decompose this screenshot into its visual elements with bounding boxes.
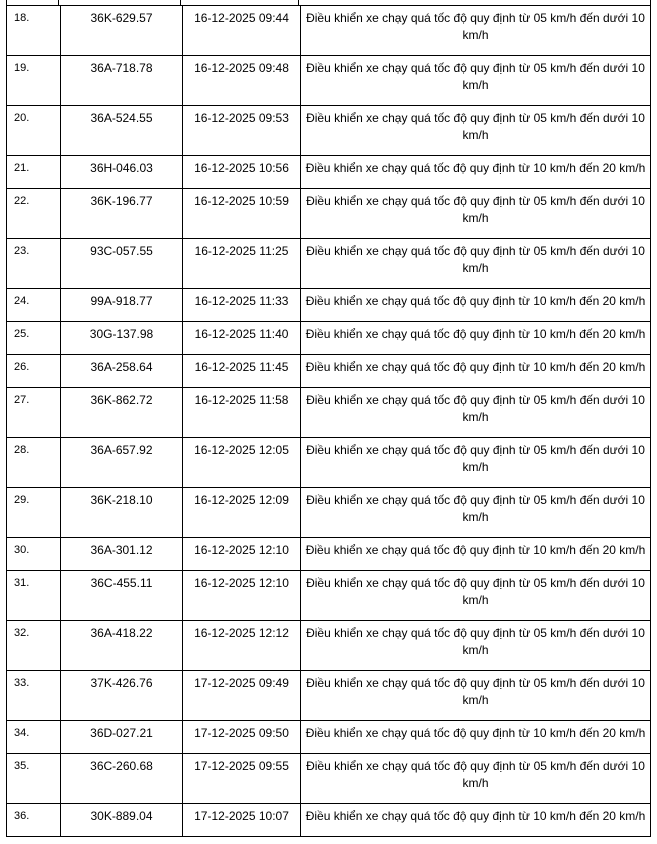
- violation-description: Điều khiển xe chạy quá tốc độ quy định t…: [300, 437, 651, 488]
- table-row: 24. 99A-918.77 16-12-2025 11:33 Điều khiển …: [6, 288, 651, 322]
- violation-time: 16-12-2025 11:33: [182, 288, 301, 322]
- violation-description: Điều khiển xe chạy quá tốc độ quy định t…: [300, 487, 651, 538]
- violation-time: 16-12-2025 11:45: [182, 354, 301, 388]
- license-plate: 37K-426.76: [60, 670, 183, 721]
- violation-description: Điều khiển xe chạy quá tốc độ quy định t…: [300, 387, 651, 438]
- row-number: 21.: [6, 155, 61, 189]
- row-number: 31.: [6, 570, 61, 621]
- previous-row-stub: [6, 0, 651, 6]
- table-row: 33. 37K-426.76 17-12-2025 09:49 Điều khiển …: [6, 670, 651, 721]
- violation-time: 16-12-2025 12:10: [182, 537, 301, 571]
- table-row: 30. 36A-301.12 16-12-2025 12:10 Điều khiển …: [6, 537, 651, 571]
- violation-time: 16-12-2025 12:10: [182, 570, 301, 621]
- row-number: 26.: [6, 354, 61, 388]
- table-row: 19. 36A-718.78 16-12-2025 09:48 Điều khiển …: [6, 55, 651, 106]
- row-number: 34.: [6, 720, 61, 754]
- violation-time: 16-12-2025 11:25: [182, 238, 301, 289]
- row-number: 22.: [6, 188, 61, 239]
- table-row: 28. 36A-657.92 16-12-2025 12:05 Điều khiển …: [6, 437, 651, 488]
- violation-time: 17-12-2025 09:49: [182, 670, 301, 721]
- row-number: 27.: [6, 387, 61, 438]
- row-number: 18.: [6, 5, 61, 56]
- license-plate: 36H-046.03: [60, 155, 183, 189]
- row-number: 36.: [6, 803, 61, 837]
- license-plate: 36K-218.10: [60, 487, 183, 538]
- row-number: 19.: [6, 55, 61, 106]
- violation-description: Điều khiển xe chạy quá tốc độ quy định t…: [300, 354, 651, 388]
- license-plate: 36C-455.11: [60, 570, 183, 621]
- license-plate: 36A-301.12: [60, 537, 183, 571]
- violations-table-body: 18. 36K-629.57 16-12-2025 09:44 Điều khiển …: [6, 5, 651, 837]
- violation-description: Điều khiển xe chạy quá tốc độ quy định t…: [300, 570, 651, 621]
- violation-description: Điều khiển xe chạy quá tốc độ quy định t…: [300, 803, 651, 837]
- row-number: 29.: [6, 487, 61, 538]
- table-row: 29. 36K-218.10 16-12-2025 12:09 Điều khiển …: [6, 487, 651, 538]
- table-row: 34. 36D-027.21 17-12-2025 09:50 Điều khiển …: [6, 720, 651, 754]
- row-number: 33.: [6, 670, 61, 721]
- row-number: 30.: [6, 537, 61, 571]
- license-plate: 36K-862.72: [60, 387, 183, 438]
- row-number: 35.: [6, 753, 61, 804]
- violation-description: Điều khiển xe chạy quá tốc độ quy định t…: [300, 238, 651, 289]
- row-number: 23.: [6, 238, 61, 289]
- table-row: 31. 36C-455.11 16-12-2025 12:10 Điều khiển …: [6, 570, 651, 621]
- table-row: 32. 36A-418.22 16-12-2025 12:12 Điều khiển …: [6, 620, 651, 671]
- violation-description: Điều khiển xe chạy quá tốc độ quy định t…: [300, 155, 651, 189]
- license-plate: 36A-258.64: [60, 354, 183, 388]
- row-number: 28.: [6, 437, 61, 488]
- violation-time: 17-12-2025 09:55: [182, 753, 301, 804]
- violation-description: Điều khiển xe chạy quá tốc độ quy định t…: [300, 105, 651, 156]
- violation-time: 17-12-2025 09:50: [182, 720, 301, 754]
- violation-description: Điều khiển xe chạy quá tốc độ quy định t…: [300, 720, 651, 754]
- row-number: 32.: [6, 620, 61, 671]
- table-row: 20. 36A-524.55 16-12-2025 09:53 Điều khiển …: [6, 105, 651, 156]
- violation-time: 16-12-2025 09:48: [182, 55, 301, 106]
- license-plate: 36C-260.68: [60, 753, 183, 804]
- table-row: 23. 93C-057.55 16-12-2025 11:25 Điều khiển …: [6, 238, 651, 289]
- violation-description: Điều khiển xe chạy quá tốc độ quy định t…: [300, 620, 651, 671]
- violation-description: Điều khiển xe chạy quá tốc độ quy định t…: [300, 288, 651, 322]
- row-number: 25.: [6, 321, 61, 355]
- violation-time: 16-12-2025 11:40: [182, 321, 301, 355]
- row-number: 20.: [6, 105, 61, 156]
- violation-description: Điều khiển xe chạy quá tốc độ quy định t…: [300, 537, 651, 571]
- violation-time: 16-12-2025 12:12: [182, 620, 301, 671]
- table-row: 27. 36K-862.72 16-12-2025 11:58 Điều khiển …: [6, 387, 651, 438]
- violation-time: 16-12-2025 09:53: [182, 105, 301, 156]
- violation-time: 16-12-2025 09:44: [182, 5, 301, 56]
- violation-time: 16-12-2025 12:09: [182, 487, 301, 538]
- license-plate: 36K-196.77: [60, 188, 183, 239]
- violation-description: Điều khiển xe chạy quá tốc độ quy định t…: [300, 321, 651, 355]
- violation-description: Điều khiển xe chạy quá tốc độ quy định t…: [300, 670, 651, 721]
- violation-time: 16-12-2025 12:05: [182, 437, 301, 488]
- license-plate: 36K-629.57: [60, 5, 183, 56]
- license-plate: 36A-657.92: [60, 437, 183, 488]
- license-plate: 99A-918.77: [60, 288, 183, 322]
- violation-time: 16-12-2025 10:56: [182, 155, 301, 189]
- table-row: 36. 30K-889.04 17-12-2025 10:07 Điều khiển …: [6, 803, 651, 837]
- table-row: 25. 30G-137.98 16-12-2025 11:40 Điều khiển …: [6, 321, 651, 355]
- table-row: 26. 36A-258.64 16-12-2025 11:45 Điều khiển …: [6, 354, 651, 388]
- license-plate: 36A-418.22: [60, 620, 183, 671]
- row-number: 24.: [6, 288, 61, 322]
- violation-time: 16-12-2025 11:58: [182, 387, 301, 438]
- violation-description: Điều khiển xe chạy quá tốc độ quy định t…: [300, 55, 651, 106]
- violation-description: Điều khiển xe chạy quá tốc độ quy định t…: [300, 5, 651, 56]
- license-plate: 36A-524.55: [60, 105, 183, 156]
- license-plate: 36A-718.78: [60, 55, 183, 106]
- license-plate: 36D-027.21: [60, 720, 183, 754]
- license-plate: 93C-057.55: [60, 238, 183, 289]
- table-row: 21. 36H-046.03 16-12-2025 10:56 Điều khiển …: [6, 155, 651, 189]
- violations-table: 18. 36K-629.57 16-12-2025 09:44 Điều khiển …: [6, 5, 651, 837]
- violation-description: Điều khiển xe chạy quá tốc độ quy định t…: [300, 188, 651, 239]
- violation-time: 17-12-2025 10:07: [182, 803, 301, 837]
- violation-description: Điều khiển xe chạy quá tốc độ quy định t…: [300, 753, 651, 804]
- table-row: 18. 36K-629.57 16-12-2025 09:44 Điều khiển …: [6, 5, 651, 56]
- violation-time: 16-12-2025 10:59: [182, 188, 301, 239]
- table-row: 22. 36K-196.77 16-12-2025 10:59 Điều khiển …: [6, 188, 651, 239]
- license-plate: 30K-889.04: [60, 803, 183, 837]
- table-row: 35. 36C-260.68 17-12-2025 09:55 Điều khiển …: [6, 753, 651, 804]
- license-plate: 30G-137.98: [60, 321, 183, 355]
